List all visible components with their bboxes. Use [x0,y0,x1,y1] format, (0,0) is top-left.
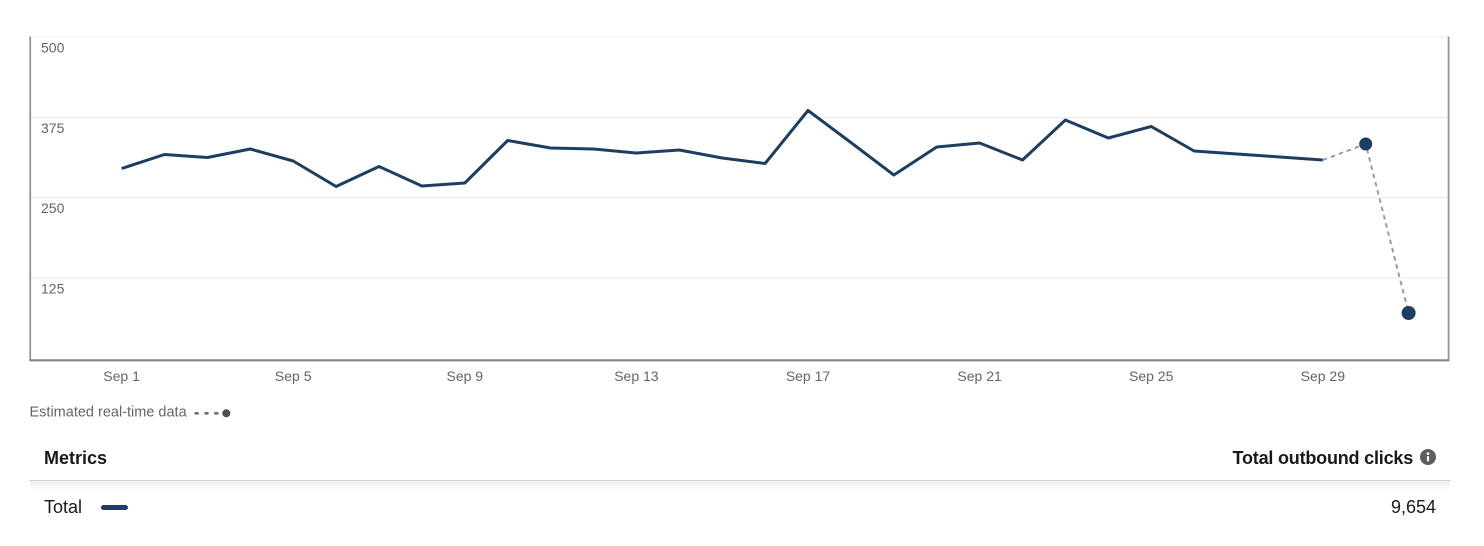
svg-text:125: 125 [41,280,65,296]
svg-text:Estimated real-time data: Estimated real-time data [30,405,188,421]
svg-text:Sep 1: Sep 1 [103,368,140,384]
svg-text:Sep 13: Sep 13 [614,368,659,384]
svg-text:Sep 9: Sep 9 [447,368,484,384]
svg-text:Sep 17: Sep 17 [786,368,831,384]
svg-text:Sep 5: Sep 5 [275,368,312,384]
svg-text:250: 250 [41,200,65,216]
svg-text:Sep 25: Sep 25 [1129,368,1174,384]
svg-text:375: 375 [41,120,65,136]
svg-text:Sep 29: Sep 29 [1301,368,1346,384]
svg-text:500: 500 [41,39,65,55]
svg-text:Sep 21: Sep 21 [957,368,1002,384]
